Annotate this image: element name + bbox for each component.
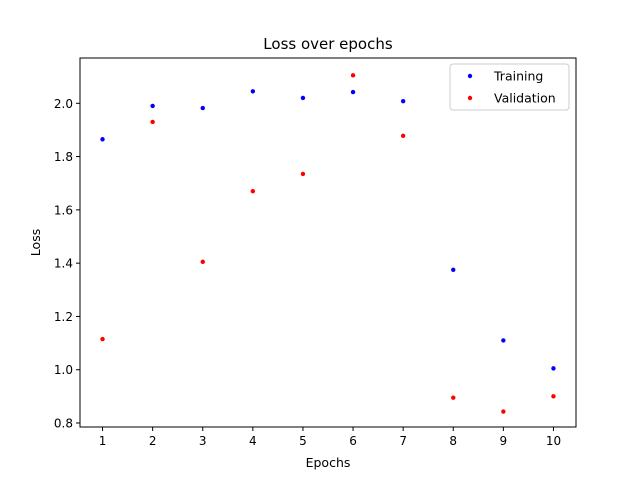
point-training-epoch-7	[400, 98, 406, 104]
x-tick-label: 8	[449, 434, 457, 448]
point-training-epoch-6	[350, 89, 356, 95]
legend-box	[449, 63, 570, 111]
x-tick-label: 2	[149, 434, 157, 448]
point-training-epoch-10	[551, 366, 556, 371]
point-validation-epoch-4	[250, 189, 256, 194]
point-training-epoch-8	[451, 267, 456, 273]
point-training-epoch-1	[100, 137, 105, 142]
legend-label-validation: Validation	[494, 91, 556, 106]
y-tick-label: 1.4	[54, 257, 73, 271]
x-axis-label: Epochs	[306, 455, 351, 470]
y-tick-label: 2.0	[54, 97, 73, 111]
plot-area-frame	[79, 57, 577, 428]
y-tick-label: 1.2	[54, 310, 73, 324]
point-validation-epoch-1	[100, 336, 105, 342]
point-validation-epoch-10	[551, 394, 556, 399]
y-tick-label: 1.0	[54, 363, 73, 377]
legend-marker-validation	[467, 95, 473, 101]
x-tick-label: 5	[299, 434, 307, 448]
point-validation-epoch-8	[451, 395, 456, 400]
x-tick-label: 3	[199, 434, 207, 448]
legend: Training Validation	[449, 63, 570, 111]
point-validation-epoch-3	[200, 259, 205, 265]
x-tick-label: 9	[500, 434, 508, 448]
point-validation-epoch-9	[501, 409, 506, 414]
point-training-epoch-4	[250, 89, 256, 94]
x-tick-label: 10	[546, 434, 561, 448]
point-training-epoch-3	[200, 105, 205, 111]
y-tick-label: 1.6	[54, 203, 73, 217]
point-training-epoch-5	[300, 95, 306, 101]
legend-label-training: Training	[493, 69, 543, 84]
chart-title: Loss over epochs	[263, 35, 393, 53]
point-training-epoch-2	[150, 103, 155, 109]
x-tick-label: 1	[99, 434, 107, 448]
x-axis-ticks: 1 2 3 4 5 6 7 8 9 10	[99, 427, 561, 448]
point-validation-epoch-2	[150, 119, 155, 125]
point-validation-epoch-6	[350, 73, 356, 78]
point-validation-epoch-7	[400, 133, 406, 138]
x-tick-label: 4	[249, 434, 257, 448]
x-tick-label: 7	[399, 434, 407, 448]
data-points	[100, 73, 556, 414]
y-tick-label: 1.8	[54, 150, 73, 164]
y-axis-ticks: 0.8 1.0 1.2 1.4 1.6 1.8 2.0	[54, 97, 80, 431]
y-tick-label: 0.8	[54, 417, 73, 431]
legend-marker-training	[467, 73, 473, 79]
y-axis-label: Loss	[28, 229, 43, 256]
point-training-epoch-9	[501, 338, 506, 343]
x-tick-label: 6	[349, 434, 357, 448]
point-validation-epoch-5	[300, 171, 306, 177]
